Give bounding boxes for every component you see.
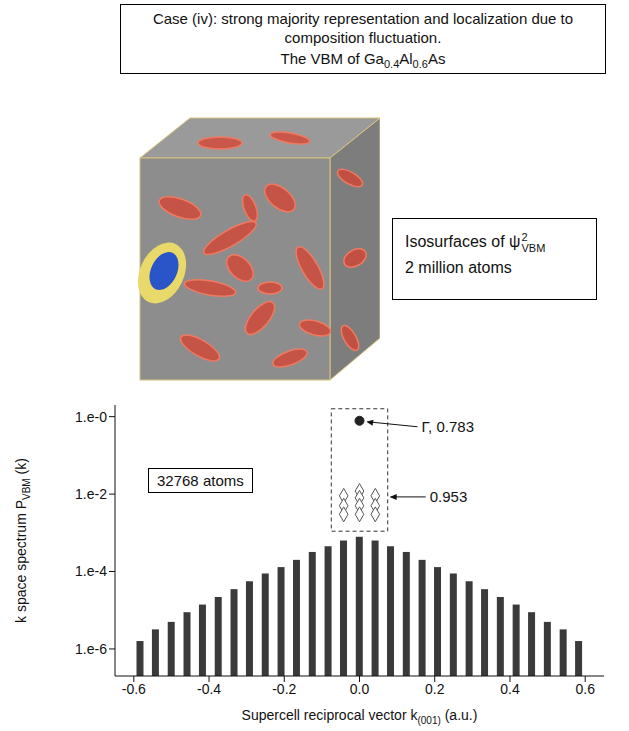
- svg-text:-0.2: -0.2: [272, 681, 296, 697]
- svg-text:-0.6: -0.6: [122, 681, 146, 697]
- svg-text:Γ, 0.783: Γ, 0.783: [422, 418, 475, 435]
- html-text:VBM: VBM: [521, 241, 546, 254]
- svg-text:0.0: 0.0: [350, 681, 370, 697]
- svg-text:1.e-0: 1.e-0: [75, 409, 107, 425]
- svg-text:-0.4: -0.4: [197, 681, 221, 697]
- svg-text:0.2: 0.2: [425, 681, 445, 697]
- html-text:Case (iv): strong majority rep: Case (iv): strong majority representatio…: [152, 10, 574, 46]
- html-text:2 million atoms: 2 million atoms: [405, 259, 512, 276]
- svg-text:1.e-6: 1.e-6: [75, 641, 107, 657]
- svg-text:Supercell reciprocal vector k(: Supercell reciprocal vector k(001) (a.u.…: [242, 707, 478, 726]
- svg-text:0.6: 0.6: [575, 681, 595, 697]
- svg-text:0.953: 0.953: [430, 488, 468, 505]
- html-text:Isosurfaces of ψ2: Isosurfaces of ψ2: [405, 230, 528, 250]
- svg-text:1.e-4: 1.e-4: [75, 563, 107, 579]
- svg-text:0.4: 0.4: [500, 681, 520, 697]
- html-text:32768 atoms: 32768 atoms: [157, 472, 244, 489]
- svg-text:1.e-2: 1.e-2: [75, 486, 107, 502]
- svg-text:k space spectrum PVBM (k): k space spectrum PVBM (k): [13, 458, 32, 623]
- html-text:The VBM of Ga0.4Al0.6As: The VBM of Ga0.4Al0.6As: [280, 50, 446, 70]
